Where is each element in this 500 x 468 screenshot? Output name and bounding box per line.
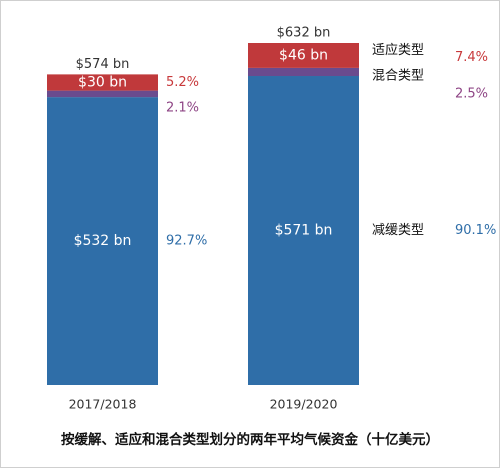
legend-label: 混合类型 <box>372 68 424 83</box>
total-label: $632 bn <box>277 26 331 41</box>
x-tick-label: 2017/2018 <box>69 397 137 412</box>
legend-label: 减缓类型 <box>372 223 424 238</box>
legend-label: 适应类型 <box>372 42 424 58</box>
value-label: $571 bn <box>275 223 333 239</box>
x-tick-label: 2019/2020 <box>270 397 338 412</box>
share-label: 2.1% <box>166 100 199 115</box>
chart-title: 按缓解、适应和混合类型划分的两年平均气候资金（十亿美元） <box>61 431 439 448</box>
bar-segment <box>47 74 158 91</box>
bar-segment <box>248 67 359 77</box>
bar-segment <box>47 90 158 98</box>
bar-segment <box>47 97 158 385</box>
bar-segment <box>248 76 359 385</box>
share-label: 2.5% <box>455 86 488 101</box>
share-label: 90.1% <box>455 223 496 238</box>
bar-segment <box>248 43 359 68</box>
share-label: 5.2% <box>166 75 199 90</box>
value-label: $532 bn <box>74 233 132 249</box>
total-label: $574 bn <box>76 57 130 72</box>
value-label: $46 bn <box>279 47 328 63</box>
share-label: 7.4% <box>455 50 488 65</box>
share-label: 92.7% <box>166 234 207 249</box>
value-label: $30 bn <box>78 75 127 91</box>
